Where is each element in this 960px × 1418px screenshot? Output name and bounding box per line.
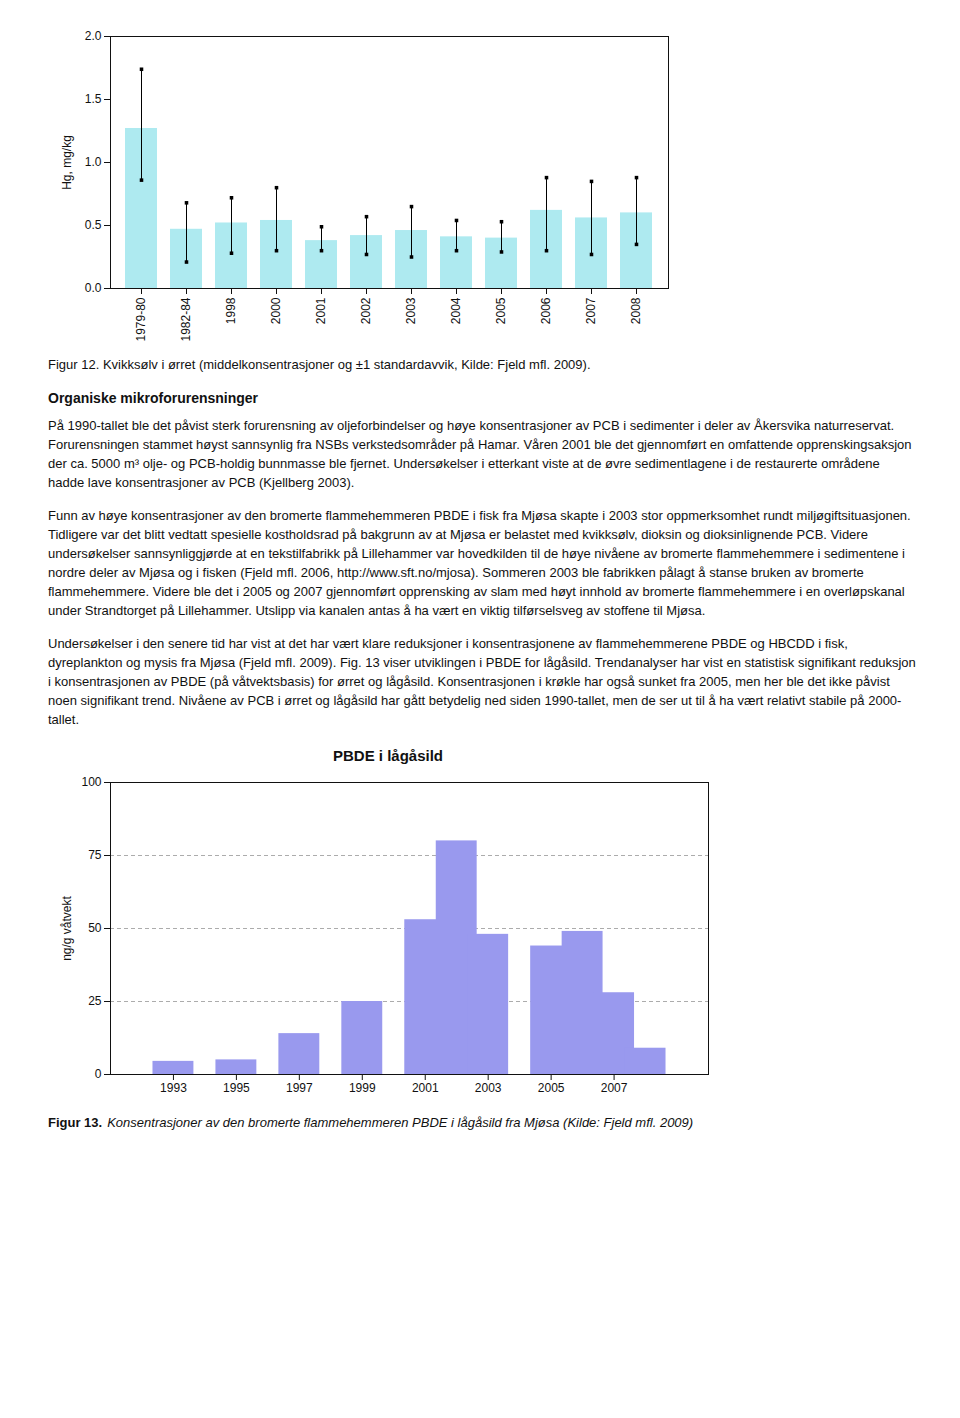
- svg-text:2005: 2005: [538, 1081, 565, 1095]
- html-text:På 1990-tallet ble det påvist: På 1990-tallet ble det påvist sterk foru…: [48, 418, 912, 490]
- svg-text:1.0: 1.0: [85, 155, 102, 169]
- svg-text:25: 25: [88, 994, 102, 1008]
- svg-text:2003: 2003: [475, 1081, 502, 1095]
- svg-text:100: 100: [81, 775, 101, 789]
- svg-text:1997: 1997: [286, 1081, 313, 1095]
- svg-text:2002: 2002: [359, 297, 373, 324]
- svg-text:ng/g våtvekt: ng/g våtvekt: [60, 895, 74, 960]
- svg-text:1999: 1999: [349, 1081, 376, 1095]
- html-text:Organiske mikroforurensninger: Organiske mikroforurensninger: [48, 390, 259, 406]
- svg-text:50: 50: [88, 921, 102, 935]
- svg-text:2005: 2005: [494, 297, 508, 324]
- svg-text:2003: 2003: [404, 297, 418, 324]
- svg-text:2007: 2007: [601, 1081, 628, 1095]
- svg-text:1.5: 1.5: [85, 92, 102, 106]
- svg-text:0.5: 0.5: [85, 218, 102, 232]
- svg-text:1995: 1995: [223, 1081, 250, 1095]
- html-text:Figur 12. Kvikksølv i ørret (m: Figur 12. Kvikksølv i ørret (middelkonse…: [48, 357, 591, 372]
- html-text:Funn av høye konsentrasjoner a: Funn av høye konsentrasjoner av den brom…: [48, 508, 911, 618]
- svg-text:1998: 1998: [224, 297, 238, 324]
- svg-text:0: 0: [95, 1067, 102, 1081]
- svg-text:2004: 2004: [449, 297, 463, 324]
- html-text:Undersøkelser i den senere tid: Undersøkelser i den senere tid har vist …: [48, 636, 916, 727]
- svg-text:2001: 2001: [412, 1081, 439, 1095]
- svg-text:0.0: 0.0: [85, 281, 102, 295]
- svg-text:1993: 1993: [160, 1081, 187, 1095]
- svg-text:2008: 2008: [629, 297, 643, 324]
- svg-text:2007: 2007: [584, 297, 598, 324]
- svg-text:1982-84: 1982-84: [179, 297, 193, 341]
- svg-text:75: 75: [88, 848, 102, 862]
- svg-text:1979-80: 1979-80: [134, 297, 148, 341]
- svg-text:2000: 2000: [269, 297, 283, 324]
- svg-text:2.0: 2.0: [85, 29, 102, 43]
- svg-text:Hg, mg/kg: Hg, mg/kg: [60, 135, 74, 190]
- svg-text:2001: 2001: [314, 297, 328, 324]
- html-text:PBDE i lågåsild: PBDE i lågåsild: [333, 747, 443, 764]
- svg-text:2006: 2006: [539, 297, 553, 324]
- html-text:Figur 13. Konsentrasjoner av d: Figur 13. Konsentrasjoner av den bromert…: [48, 1115, 694, 1130]
